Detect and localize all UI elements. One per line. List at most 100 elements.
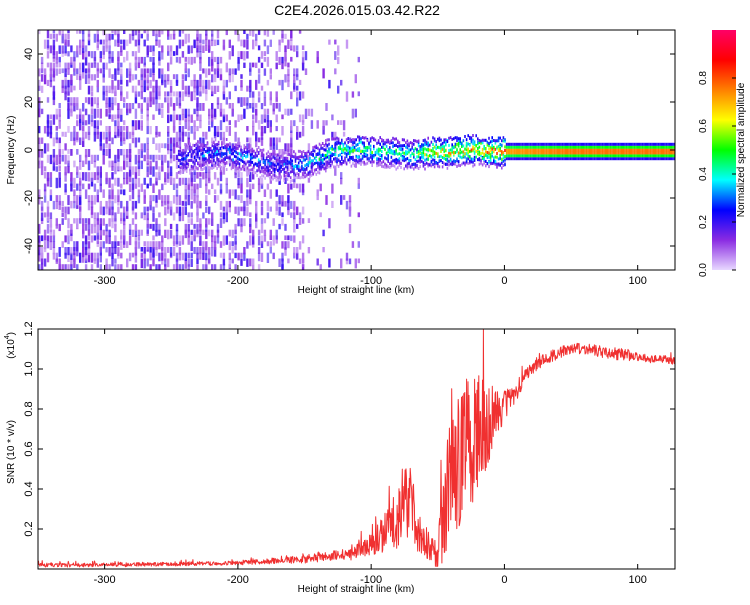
noise-cell [290,235,293,242]
signal-cell [668,145,671,149]
signal-cell [259,170,262,174]
signal-cell [384,165,386,169]
noise-cell [49,212,53,219]
signal-cell [273,163,276,167]
signal-cell [489,140,492,144]
signal-cell [379,136,381,140]
noise-cell [152,258,155,267]
signal-cell [580,157,583,161]
signal-cell [654,157,657,161]
noise-cell [187,212,190,218]
noise-cell [187,258,190,267]
noise-cell [140,79,143,88]
noise-cell [175,56,179,63]
noise-cell [237,51,240,57]
noise-cell [196,223,199,234]
noise-cell [237,206,240,216]
noise-cell [111,166,114,171]
signal-cell [593,157,596,161]
signal-cell [662,151,665,155]
signal-cell [403,167,405,171]
noise-cell [126,51,129,61]
signal-cell [422,148,425,151]
signal-cell [571,151,573,155]
noise-cell [231,74,234,83]
signal-cell [317,163,319,167]
signal-cell [529,151,532,155]
signal-cell [296,172,298,176]
signal-cell [579,148,581,152]
signal-cell [486,151,489,154]
signal-cell [662,157,665,161]
noise-cell [146,258,149,267]
snr-y-ticks: 0.20.40.60.81.01.2 [23,321,675,537]
signal-cell [513,154,516,158]
noise-cell [187,126,190,131]
noise-cell [213,235,217,243]
signal-cell [192,151,194,155]
noise-cell [231,103,234,113]
noise-cell [237,56,240,64]
signal-cell [501,157,503,161]
noise-cell [117,264,120,270]
noise-cell [128,166,132,177]
noise-cell [208,108,211,117]
signal-cell [309,175,311,179]
signal-cell [477,152,479,156]
noise-cell [187,218,190,223]
noise-cell [70,172,73,182]
signal-cell [365,152,367,156]
signal-cell [459,151,461,155]
noise-cell [190,56,193,65]
signal-cell [217,163,220,167]
signal-cell [633,148,636,152]
signal-cell [189,159,191,162]
noise-cell [134,200,138,209]
noise-cell [211,74,214,83]
noise-cell [228,189,231,199]
noise-cell [169,79,173,86]
noise-cell [123,189,126,196]
noise-cell [172,103,176,111]
noise-cell [102,241,105,249]
noise-cell [275,91,278,102]
signal-cell [672,157,674,161]
noise-cell [246,166,249,177]
signal-cell [403,156,405,160]
signal-cell [310,152,313,156]
signal-cell [213,145,215,149]
signal-cell [240,158,242,162]
signal-cell [227,156,230,160]
signal-cell [253,165,255,169]
signal-cell [304,171,306,175]
signal-cell [189,142,191,146]
noise-cell [161,30,164,35]
signal-cell [673,151,675,155]
noise-cell [149,247,152,253]
noise-cell [73,177,76,188]
noise-cell [114,126,117,136]
y-tick-label: 0 [23,147,35,153]
noise-cell [234,206,237,214]
signal-cell [595,154,597,158]
noise-cell [278,79,281,86]
noise-cell [134,177,138,184]
signal-cell [537,145,540,149]
noise-cell [38,79,41,91]
noise-cell [49,33,53,40]
noise-cell [108,131,111,142]
noise-cell [293,200,296,211]
noise-cell [211,212,214,219]
noise-cell [178,241,182,246]
signal-cell [601,142,604,146]
noise-cell [40,218,44,224]
noise-cell [158,131,161,137]
noise-cell [190,229,193,235]
signal-cell [197,145,199,149]
noise-cell [169,91,173,97]
noise-cell [287,79,290,88]
signal-cell [283,179,286,182]
signal-cell [273,156,276,160]
signal-cell [446,166,449,170]
signal-cell [208,146,210,150]
